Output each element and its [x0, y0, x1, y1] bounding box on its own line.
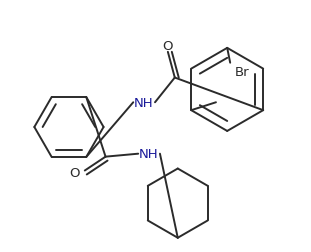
Text: NH: NH [133, 96, 153, 109]
Text: O: O [163, 40, 173, 53]
Text: O: O [70, 166, 80, 179]
Text: NH: NH [138, 148, 158, 161]
Text: Br: Br [235, 66, 250, 79]
